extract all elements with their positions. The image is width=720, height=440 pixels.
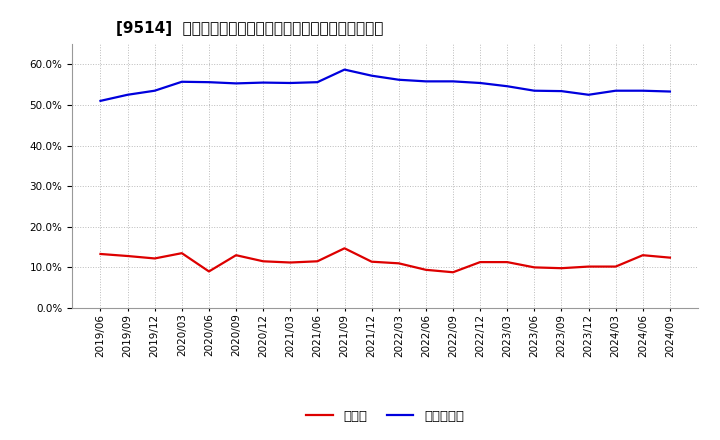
有利子負債 (341, 67, 349, 72)
現預金 (611, 264, 620, 269)
有利子負債 (96, 98, 105, 103)
現預金 (639, 253, 647, 258)
現預金 (150, 256, 159, 261)
現預金 (232, 253, 240, 258)
現預金 (367, 259, 376, 264)
有利子負債 (178, 79, 186, 84)
有利子負債 (584, 92, 593, 97)
現預金 (123, 253, 132, 259)
現預金 (476, 260, 485, 265)
有利子負債 (611, 88, 620, 93)
有利子負債 (476, 81, 485, 86)
有利子負債 (503, 84, 511, 89)
現預金 (503, 260, 511, 265)
現預金 (449, 270, 457, 275)
現預金 (313, 259, 322, 264)
有利子負債 (150, 88, 159, 93)
有利子負債 (123, 92, 132, 97)
有利子負債 (367, 73, 376, 78)
現預金 (421, 267, 430, 272)
現預金 (286, 260, 294, 265)
現預金 (178, 250, 186, 256)
現預金 (584, 264, 593, 269)
Line: 現預金: 現預金 (101, 248, 670, 272)
Legend: 現預金, 有利子負債: 現預金, 有利子負債 (301, 404, 469, 428)
有利子負債 (286, 81, 294, 86)
現預金 (665, 255, 674, 260)
有利子負債 (557, 88, 566, 94)
有利子負債 (421, 79, 430, 84)
現預金 (96, 251, 105, 257)
有利子負債 (395, 77, 403, 82)
有利子負債 (313, 80, 322, 85)
現預金 (204, 269, 213, 274)
有利子負債 (259, 80, 268, 85)
有利子負債 (639, 88, 647, 93)
Line: 有利子負債: 有利子負債 (101, 70, 670, 101)
現預金 (557, 266, 566, 271)
現預金 (530, 265, 539, 270)
有利子負債 (204, 80, 213, 85)
現預金 (395, 260, 403, 266)
有利子負債 (232, 81, 240, 86)
有利子負債 (530, 88, 539, 93)
有利子負債 (665, 89, 674, 94)
Text: [9514]  現預金、有利子負債の総資産に対する比率の推移: [9514] 現預金、有利子負債の総資産に対する比率の推移 (116, 21, 383, 36)
現預金 (341, 246, 349, 251)
現預金 (259, 259, 268, 264)
有利子負債 (449, 79, 457, 84)
